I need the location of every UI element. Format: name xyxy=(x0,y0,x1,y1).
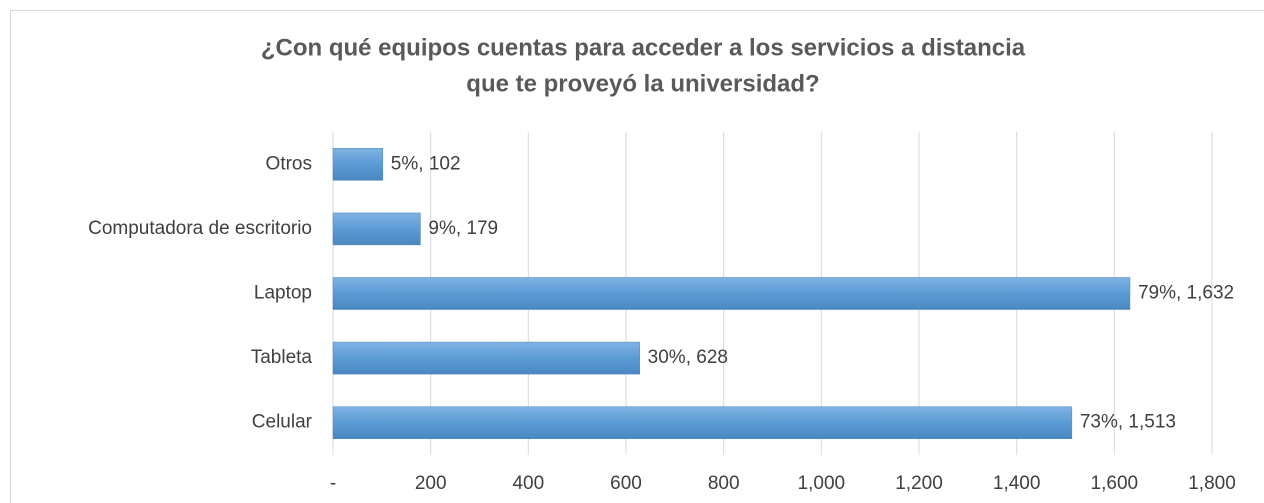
y-tick-label: Computadora de escritorio xyxy=(88,218,312,239)
x-tick-label: 1,400 xyxy=(993,473,1041,494)
y-tick-label: Celular xyxy=(252,412,313,433)
x-tick-label: 1,200 xyxy=(895,473,943,494)
chart-title: ¿Con qué equipos cuentas para acceder a … xyxy=(261,34,1026,61)
x-tick-label: 1,800 xyxy=(1188,473,1236,494)
x-tick-label: 400 xyxy=(512,473,544,494)
y-tick-label: Laptop xyxy=(254,283,312,304)
data-label: 79%, 1,632 xyxy=(1138,283,1234,304)
data-label: 9%, 179 xyxy=(428,218,498,239)
data-label: 5%, 102 xyxy=(391,153,461,174)
bar xyxy=(332,406,1073,439)
x-tick-label: 200 xyxy=(415,473,447,494)
x-tick-label: - xyxy=(330,473,336,494)
x-tick-label: 1,600 xyxy=(1091,473,1139,494)
x-tick-label: 600 xyxy=(610,473,642,494)
x-tick-label: 800 xyxy=(708,473,740,494)
y-tick-label: Tableta xyxy=(251,347,313,368)
y-tick-label: Otros xyxy=(266,153,312,174)
data-label: 73%, 1,513 xyxy=(1080,412,1176,433)
bar xyxy=(332,148,384,181)
data-label: 30%, 628 xyxy=(648,347,728,368)
bar xyxy=(332,341,640,375)
bar xyxy=(332,277,1131,310)
bar xyxy=(332,212,421,246)
x-tick-label: 1,000 xyxy=(798,473,846,494)
chart-title: que te proveyó la universidad? xyxy=(466,70,819,97)
